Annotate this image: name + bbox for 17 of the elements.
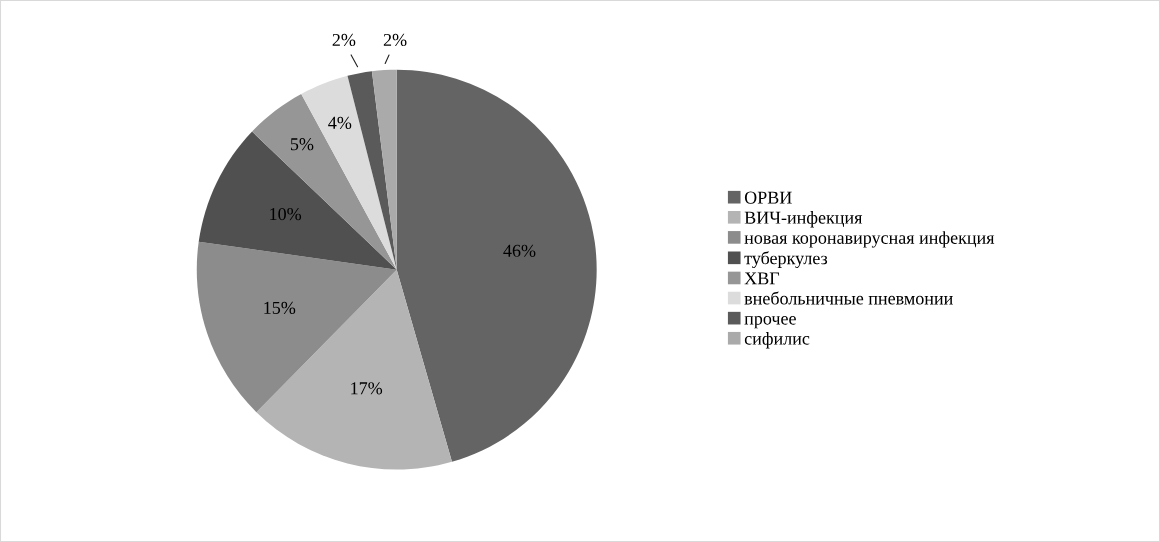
legend-label: прочее <box>744 315 796 329</box>
legend-label: внебольничные пневмонии <box>744 291 953 305</box>
data-label: 2% <box>332 33 356 47</box>
data-label: 10% <box>270 207 302 221</box>
data-label: 17% <box>351 382 383 395</box>
data-label: 46% <box>503 244 536 257</box>
legend-label: ХВГ <box>744 272 780 285</box>
data-label: 15% <box>264 301 296 314</box>
data-label: 5% <box>290 138 314 151</box>
data-label: 2% <box>383 33 407 47</box>
legend-label: туберкулез <box>744 251 828 269</box>
pie-slice <box>256 269 452 470</box>
legend-label: ОРВИ <box>744 191 792 204</box>
data-label: 4% <box>328 116 352 129</box>
legend-label: новая коронавирусная инфекция <box>744 231 995 248</box>
legend-label: ВИЧ-инфекция <box>744 211 863 228</box>
legend-label: сифилис <box>744 332 810 349</box>
